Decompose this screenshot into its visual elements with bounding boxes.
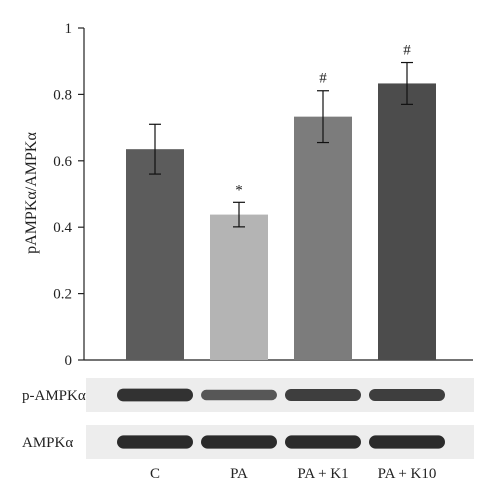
- blot-band: [201, 389, 277, 401]
- bar-chart: 0 0.2 0.4 0.6 0.8 1 * # # pAMPKα/AMPKα: [23, 21, 473, 369]
- bars: [126, 83, 436, 360]
- category-label: PA: [230, 466, 248, 482]
- significance-marker: #: [403, 43, 411, 59]
- bar: [126, 149, 184, 360]
- blot-band: [285, 389, 361, 401]
- significance-labels: * # #: [235, 43, 411, 199]
- y-ticks: 0 0.2 0.4 0.6 0.8 1: [53, 21, 84, 369]
- y-tick-label: 0.2: [53, 287, 72, 303]
- y-tick-label: 1: [65, 21, 73, 37]
- blot-label: p-AMPKα: [22, 388, 86, 404]
- y-tick-label: 0.6: [53, 154, 72, 170]
- category-label: C: [150, 466, 160, 482]
- significance-marker: #: [319, 71, 327, 87]
- category-label: PA + K10: [378, 466, 437, 482]
- bar: [294, 116, 352, 360]
- y-tick-label: 0.8: [53, 87, 72, 103]
- significance-marker: *: [235, 182, 243, 198]
- blot-band: [117, 435, 193, 449]
- blot-band: [369, 389, 445, 401]
- y-axis-title: pAMPKα/AMPKα: [23, 132, 40, 254]
- y-tick-label: 0: [65, 353, 73, 369]
- western-blot-panel: p-AMPKα AMPKα: [22, 378, 474, 459]
- blot-band: [201, 435, 277, 449]
- blot-band: [369, 435, 445, 449]
- bar: [378, 83, 436, 360]
- blot-band: [285, 435, 361, 449]
- y-tick-label: 0.4: [53, 220, 72, 236]
- error-bars: [149, 61, 413, 228]
- blot-band: [117, 388, 193, 402]
- category-label: PA + K1: [297, 466, 348, 482]
- bar: [210, 214, 268, 360]
- category-labels: C PA PA + K1 PA + K10: [150, 466, 436, 482]
- blot-label: AMPKα: [22, 435, 73, 451]
